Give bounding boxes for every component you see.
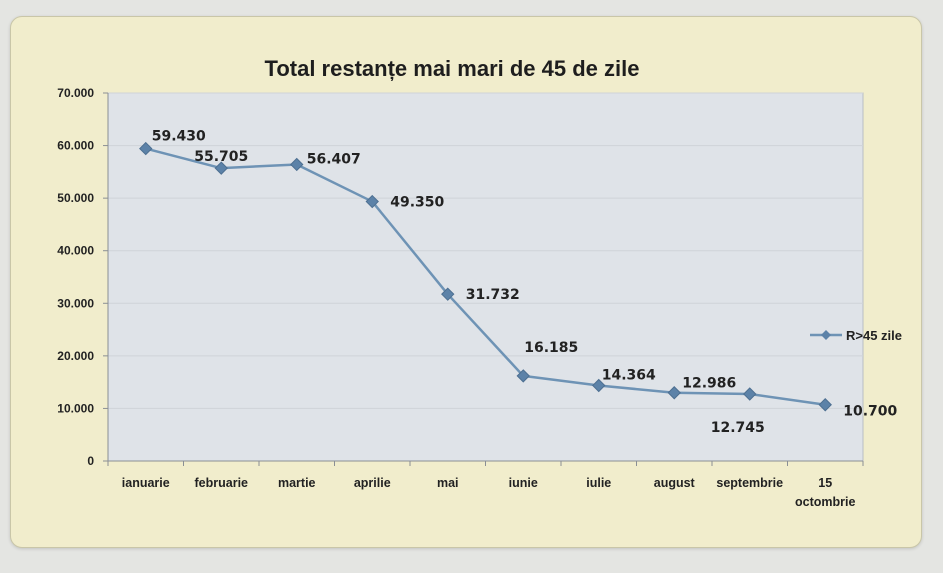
series-line xyxy=(145,147,826,406)
data-point xyxy=(365,194,379,209)
x-tick-label: iulie xyxy=(586,476,611,490)
data-label: 12.745 xyxy=(711,420,765,436)
data-point xyxy=(441,287,455,301)
legend: R>45 zile xyxy=(810,328,902,343)
x-tick-label: mai xyxy=(437,476,459,490)
y-tick-label: 10.000 xyxy=(57,401,94,415)
x-tick-label: 15 octombrie xyxy=(795,476,855,509)
y-tick-label: 50.000 xyxy=(57,191,94,205)
data-label: 49.350 xyxy=(390,195,444,211)
axes xyxy=(107,93,864,466)
y-tick-label: 40.000 xyxy=(57,244,94,258)
plot-area xyxy=(107,92,864,462)
series-r45 xyxy=(139,141,832,412)
data-point xyxy=(214,161,228,175)
y-tick-label: 30.000 xyxy=(57,296,94,310)
x-tick-label: septembrie xyxy=(716,476,783,490)
data-label: 12.986 xyxy=(682,376,736,392)
data-point xyxy=(516,369,530,383)
data-point xyxy=(139,141,153,156)
y-tick-label: 20.000 xyxy=(57,349,94,363)
data-label: 16.185 xyxy=(524,340,578,356)
data-label: 56.407 xyxy=(307,151,361,167)
data-labels: 59.430 55.705 56.407 49.350 31.732 16.185 14.3… xyxy=(152,129,898,436)
data-point xyxy=(743,387,757,401)
x-tick-label: martie xyxy=(278,476,316,490)
data-point xyxy=(667,386,681,400)
y-tick-label: 70.000 xyxy=(57,86,94,100)
y-tick-label: 0 xyxy=(87,454,94,468)
legend-label: R>45 zile xyxy=(846,328,902,343)
x-tick-label: ianuarie xyxy=(122,476,170,490)
data-label: 14.364 xyxy=(602,367,656,383)
data-point xyxy=(818,398,832,412)
data-label: 31.732 xyxy=(466,287,520,303)
data-point xyxy=(290,157,304,172)
data-label: 10.700 xyxy=(843,404,897,420)
data-label: 59.430 xyxy=(152,129,206,145)
x-tick-label: aprilie xyxy=(354,476,391,490)
gridlines xyxy=(103,92,863,462)
x-tick-label: august xyxy=(654,476,696,490)
x-tick-label: februarie xyxy=(195,476,249,490)
y-axis-ticks: 0 10.000 20.000 30.000 40.000 50.000 60.000 70.… xyxy=(57,86,94,468)
legend-marker xyxy=(821,330,831,340)
data-point xyxy=(592,378,606,393)
chart-title: Total restanțe mai mari de 45 de zile xyxy=(265,56,640,81)
x-axis-ticks: ianuarie februarie martie aprilie mai iunie iu… xyxy=(122,476,856,509)
x-tick-label: iunie xyxy=(509,476,538,490)
y-tick-label: 60.000 xyxy=(57,139,94,153)
data-label: 55.705 xyxy=(194,149,248,165)
